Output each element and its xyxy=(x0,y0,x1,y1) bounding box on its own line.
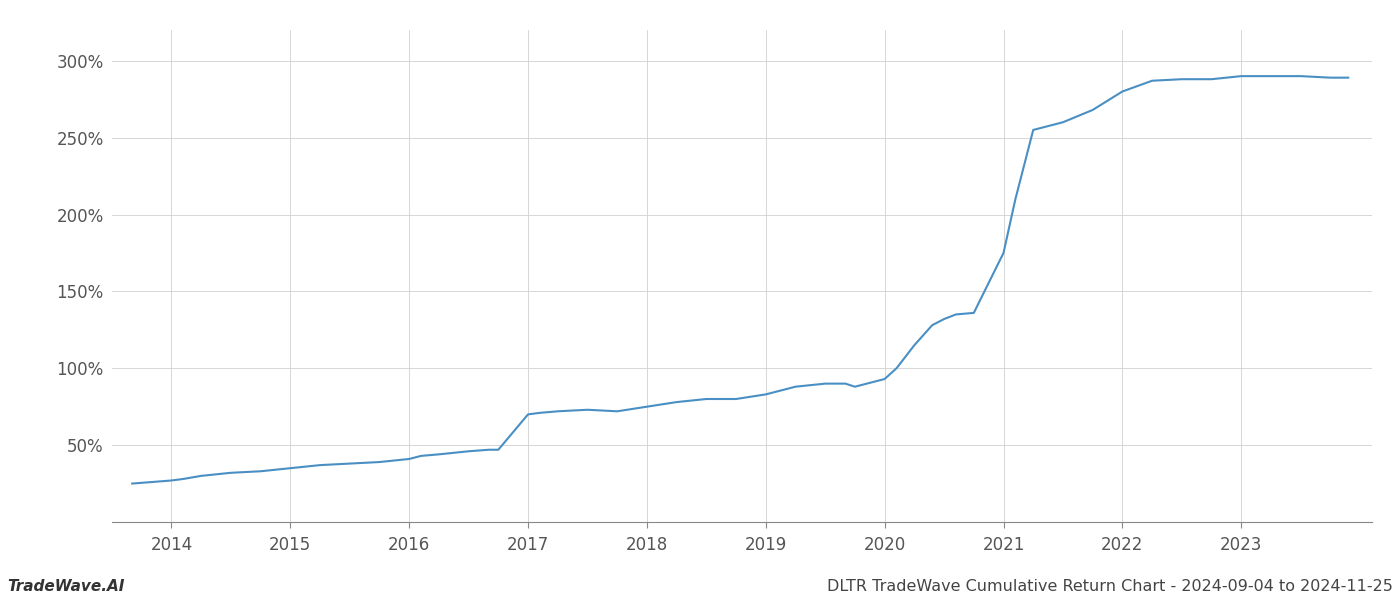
Text: DLTR TradeWave Cumulative Return Chart - 2024-09-04 to 2024-11-25: DLTR TradeWave Cumulative Return Chart -… xyxy=(827,579,1393,594)
Text: TradeWave.AI: TradeWave.AI xyxy=(7,579,125,594)
